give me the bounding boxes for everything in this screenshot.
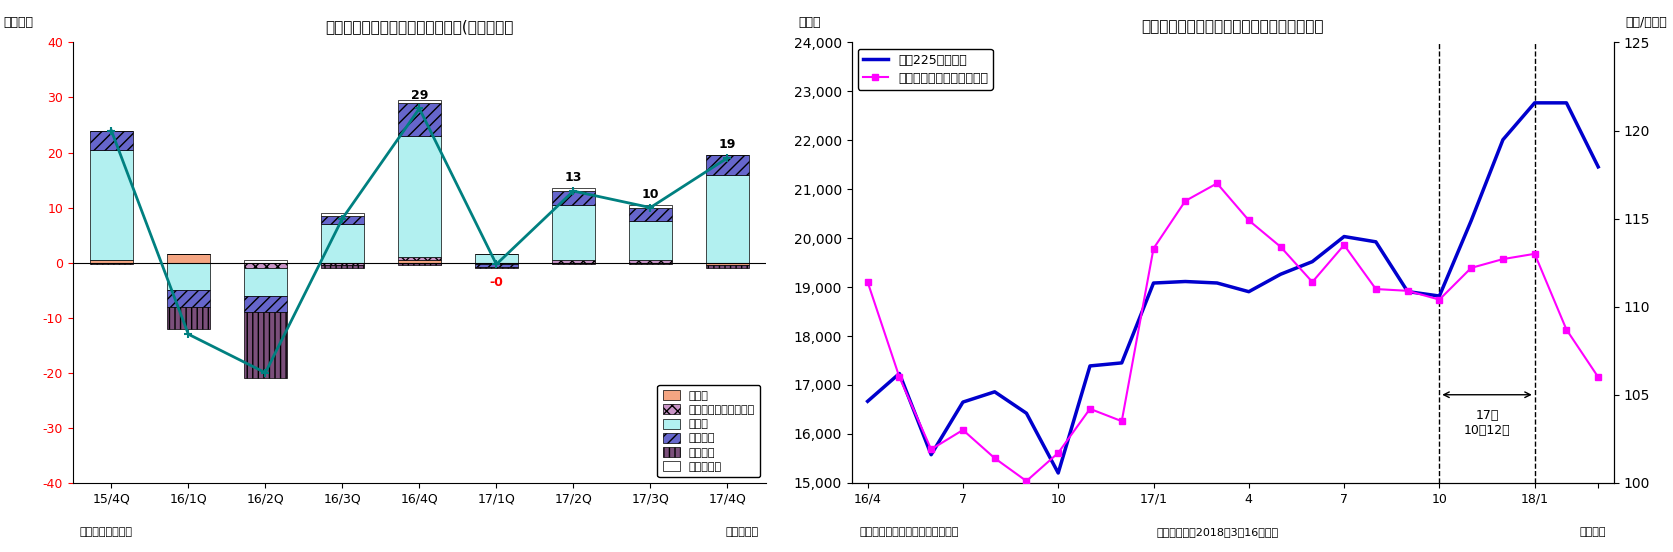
Bar bbox=[90, 130, 132, 150]
Bar bbox=[398, 103, 440, 136]
Bar bbox=[475, 263, 517, 264]
Bar bbox=[244, 268, 286, 296]
Bar bbox=[629, 205, 671, 208]
Text: 19: 19 bbox=[718, 139, 736, 151]
Bar bbox=[629, 263, 671, 264]
Text: （資料）日本銀行、日本経済新聞: （資料）日本銀行、日本経済新聞 bbox=[858, 527, 959, 537]
Text: 13: 13 bbox=[564, 172, 582, 184]
Text: 10: 10 bbox=[641, 188, 659, 201]
Bar bbox=[321, 266, 363, 268]
Title: （図表４）　株価と為替の推移（月次終値）: （図表４） 株価と為替の推移（月次終値） bbox=[1141, 19, 1323, 34]
Bar bbox=[629, 221, 671, 260]
Bar bbox=[398, 100, 440, 103]
Text: （年月）: （年月） bbox=[1579, 527, 1606, 537]
Text: （資料）日本銀行: （資料）日本銀行 bbox=[80, 527, 132, 537]
Bar bbox=[90, 260, 132, 263]
Bar bbox=[706, 174, 748, 263]
Bar bbox=[706, 263, 748, 266]
Bar bbox=[167, 254, 209, 263]
Legend: 日経225平均株価, ドル円レート（右メモリ）: 日経225平均株価, ドル円レート（右メモリ） bbox=[858, 49, 992, 89]
Text: （注）直近は2018年3月16日時点: （注）直近は2018年3月16日時点 bbox=[1156, 527, 1278, 537]
Bar bbox=[244, 296, 286, 312]
Bar bbox=[244, 260, 286, 263]
Text: 29: 29 bbox=[410, 89, 428, 102]
Title: （図表３）　家計の金融資産残高(時価変動）: （図表３） 家計の金融資産残高(時価変動） bbox=[325, 19, 514, 34]
Bar bbox=[552, 263, 594, 264]
Text: 17年
10－12月: 17年 10－12月 bbox=[1462, 410, 1509, 437]
Bar bbox=[90, 150, 132, 260]
Bar bbox=[475, 264, 517, 267]
Bar bbox=[321, 213, 363, 216]
Legend: その他, 保険・年金・定額保証, 株式等, 投資信託, 債務証券, 現金・預金: その他, 保険・年金・定額保証, 株式等, 投資信託, 債務証券, 現金・預金 bbox=[657, 385, 760, 477]
Bar bbox=[475, 254, 517, 263]
Bar bbox=[167, 290, 209, 307]
Bar bbox=[552, 260, 594, 263]
Bar bbox=[244, 312, 286, 378]
Text: -0: -0 bbox=[489, 277, 504, 289]
Bar bbox=[552, 188, 594, 191]
Bar bbox=[629, 260, 671, 263]
Bar bbox=[706, 266, 748, 268]
Bar bbox=[552, 205, 594, 260]
Text: （四半期）: （四半期） bbox=[726, 527, 758, 537]
Bar bbox=[90, 263, 132, 264]
Bar bbox=[398, 136, 440, 257]
Bar bbox=[629, 208, 671, 221]
Text: （兆円）: （兆円） bbox=[3, 16, 33, 29]
Bar bbox=[398, 260, 440, 263]
Bar bbox=[321, 263, 363, 266]
Bar bbox=[321, 224, 363, 263]
Bar bbox=[398, 263, 440, 266]
Bar bbox=[167, 263, 209, 290]
Bar bbox=[244, 263, 286, 268]
Bar bbox=[398, 257, 440, 260]
Bar bbox=[706, 155, 748, 174]
Bar bbox=[321, 216, 363, 224]
Bar bbox=[552, 191, 594, 205]
Text: （円）: （円） bbox=[798, 16, 820, 29]
Bar bbox=[167, 307, 209, 328]
Text: （円/ドル）: （円/ドル） bbox=[1624, 16, 1666, 29]
Bar bbox=[475, 267, 517, 268]
